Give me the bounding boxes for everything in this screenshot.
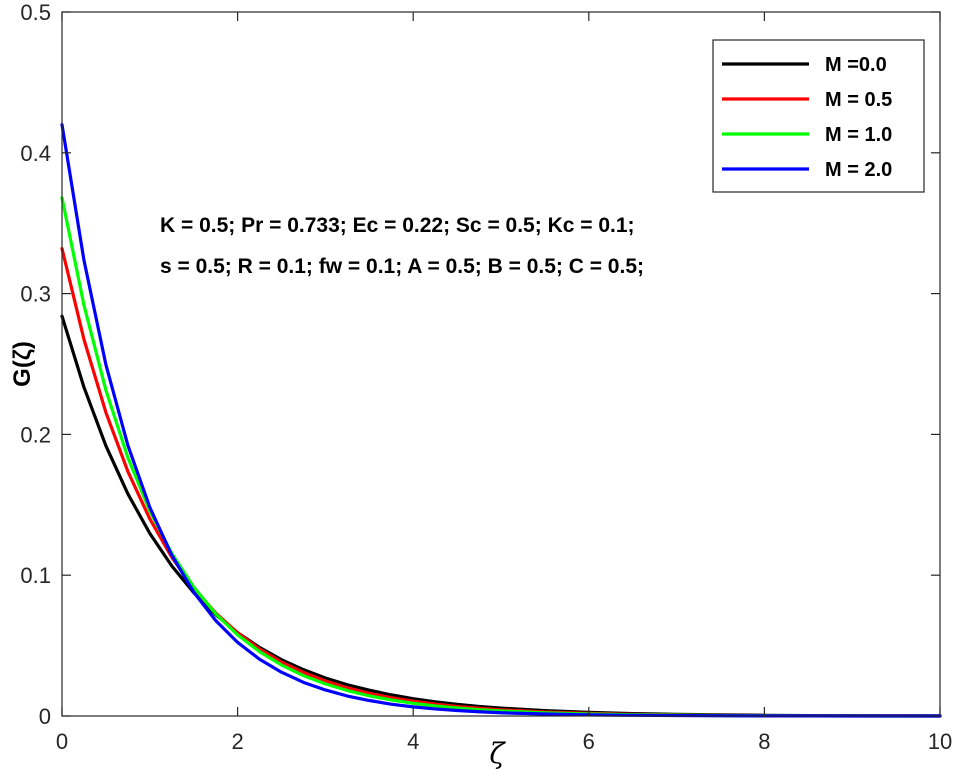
- y-tick-label-0: 0: [39, 704, 51, 729]
- legend: M =0.0 M = 0.5 M = 1.0 M = 2.0: [712, 39, 925, 193]
- legend-label-1: M = 0.5: [825, 89, 892, 111]
- x-tick-label-5: 10: [928, 729, 952, 754]
- x-axis-label: ζ: [489, 737, 506, 770]
- y-tick-label-2: 0.2: [20, 422, 51, 447]
- x-tick-label-2: 4: [407, 729, 419, 754]
- y-tick-label-4: 0.4: [20, 141, 51, 166]
- x-tick-label-3: 6: [583, 729, 595, 754]
- y-tick-label-5: 0.5: [20, 0, 51, 25]
- plot-area-frame: [61, 11, 941, 717]
- annotation-parameters-line-2: s = 0.5; R = 0.1; fw = 0.1; A = 0.5; B =…: [160, 255, 644, 278]
- x-tick-label-1: 2: [231, 729, 243, 754]
- legend-items: M =0.0 M = 0.5 M = 1.0 M = 2.0: [722, 54, 892, 181]
- x-tick-label-0: 0: [56, 729, 68, 754]
- legend-label-0: M =0.0: [825, 54, 887, 76]
- y-tick-label-3: 0.3: [20, 282, 51, 307]
- legend-label-2: M = 1.0: [825, 124, 892, 146]
- x-tick-label-4: 8: [758, 729, 770, 754]
- tick-layer: 0 2 4 6 8 10 0 0.1 0.2 0.3 0.4 0.5: [20, 0, 952, 754]
- y-axis-label: G(ζ): [9, 341, 36, 387]
- y-tick-label-1: 0.1: [20, 563, 51, 588]
- legend-label-3: M = 2.0: [825, 159, 892, 181]
- annotation-parameters-line-1: K = 0.5; Pr = 0.733; Ec = 0.22; Sc = 0.5…: [160, 214, 635, 237]
